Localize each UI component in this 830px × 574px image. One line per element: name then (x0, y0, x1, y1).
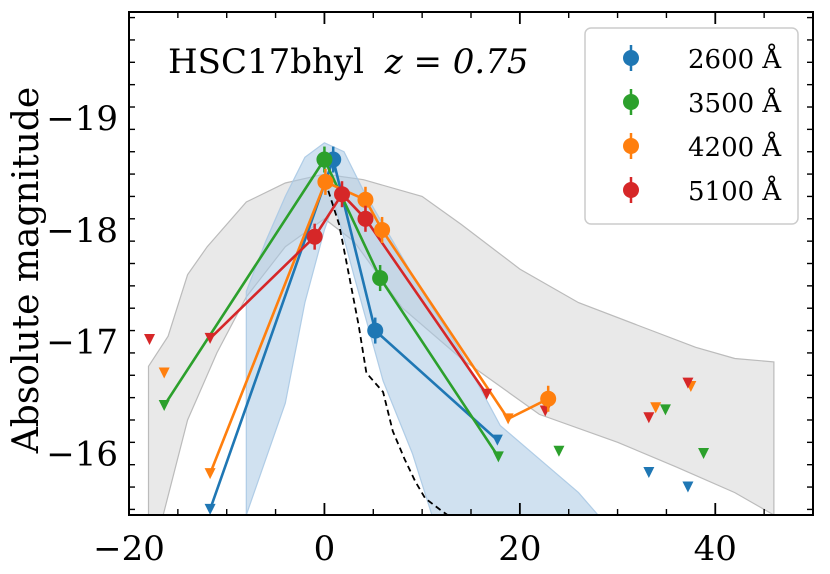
upper-limit-4200-0 (158, 367, 170, 379)
upper-limit-3500-3 (659, 404, 671, 416)
data-point-5100-2 (357, 210, 374, 227)
data-point-4200-1 (357, 191, 374, 208)
upper-limit-2600-0 (204, 503, 216, 515)
detection-points (306, 146, 557, 412)
legend: 2600 Å 3500 Å 4200 Å 5100 Å (584, 27, 799, 225)
legend-marker-5100 (623, 182, 639, 198)
template-dashed-line (327, 190, 449, 515)
object-name: HSC17bhyl (168, 42, 364, 82)
upper-limit-3500-4 (698, 448, 710, 460)
legend-label-2600: 2600 Å (688, 43, 782, 75)
y-tick-label: −19 (46, 99, 118, 139)
legend-marker-2600 (623, 50, 639, 66)
legend-label-5100: 5100 Å (688, 175, 782, 207)
y-axis-label: Absolute magnitude (6, 87, 47, 454)
series-line-2600 (208, 158, 499, 510)
upper-limit-3500-0 (158, 399, 170, 411)
y-tick-label: −16 (46, 435, 118, 475)
shaded-regions (147, 142, 775, 515)
upper-limit-2600-2 (643, 467, 655, 479)
upper-limit-2600-1 (491, 434, 503, 446)
template-dashed-curve (327, 190, 449, 515)
upper-limit-4200-1 (204, 468, 216, 480)
svg-text:HSC17bhyl z = 0.75: HSC17bhyl z = 0.75 (168, 42, 529, 82)
tick-labels: −20 0 20 40 −16 −17 −18 −19 (46, 99, 737, 569)
x-tick-label: 0 (314, 529, 336, 569)
legend-label-3500: 3500 Å (688, 87, 782, 119)
upper-limit-5100-2 (481, 388, 493, 400)
upper-limit-2600-3 (682, 481, 694, 493)
data-point-5100-1 (334, 186, 351, 203)
object-redshift: z = 0.75 (384, 42, 529, 82)
plot-frame (128, 11, 814, 516)
upper-limit-3500-2 (553, 445, 565, 457)
upper-limit-5100-0 (144, 334, 156, 346)
upper-limit-5100-5 (682, 377, 694, 389)
upper-limit-4200-3 (650, 402, 662, 414)
x-tick-label: 40 (694, 529, 737, 569)
legend-marker-3500 (623, 94, 639, 110)
series-line-4200 (208, 180, 549, 475)
data-point-3500-0 (316, 151, 333, 168)
y-tick-label: −18 (46, 211, 118, 251)
data-point-2600-1 (367, 322, 384, 339)
x-tick-label: 20 (498, 529, 541, 569)
y-tick-label: −17 (46, 323, 118, 363)
upper-limit-4200-2 (502, 413, 514, 425)
upper-limit-3500-1 (492, 451, 504, 463)
x-tick-label: −20 (93, 529, 165, 569)
series-line-3500 (163, 158, 500, 458)
object-annotation: HSC17bhyl z = 0.75 (168, 42, 529, 82)
upper-limit-5100-4 (643, 412, 655, 424)
legend-box (584, 27, 799, 225)
upper-limit-markers (144, 332, 710, 515)
data-point-4200-2 (374, 221, 391, 238)
data-point-3500-1 (372, 270, 389, 287)
legend-marker-4200 (623, 138, 639, 154)
shaded-band-1 (245, 142, 599, 515)
data-point-4200-0 (317, 173, 334, 190)
data-point-4200-3 (540, 390, 557, 407)
data-point-5100-0 (306, 228, 323, 245)
upper-limit-5100-1 (204, 332, 216, 344)
legend-label-4200: 4200 Å (688, 131, 782, 163)
series-lines (163, 158, 549, 510)
